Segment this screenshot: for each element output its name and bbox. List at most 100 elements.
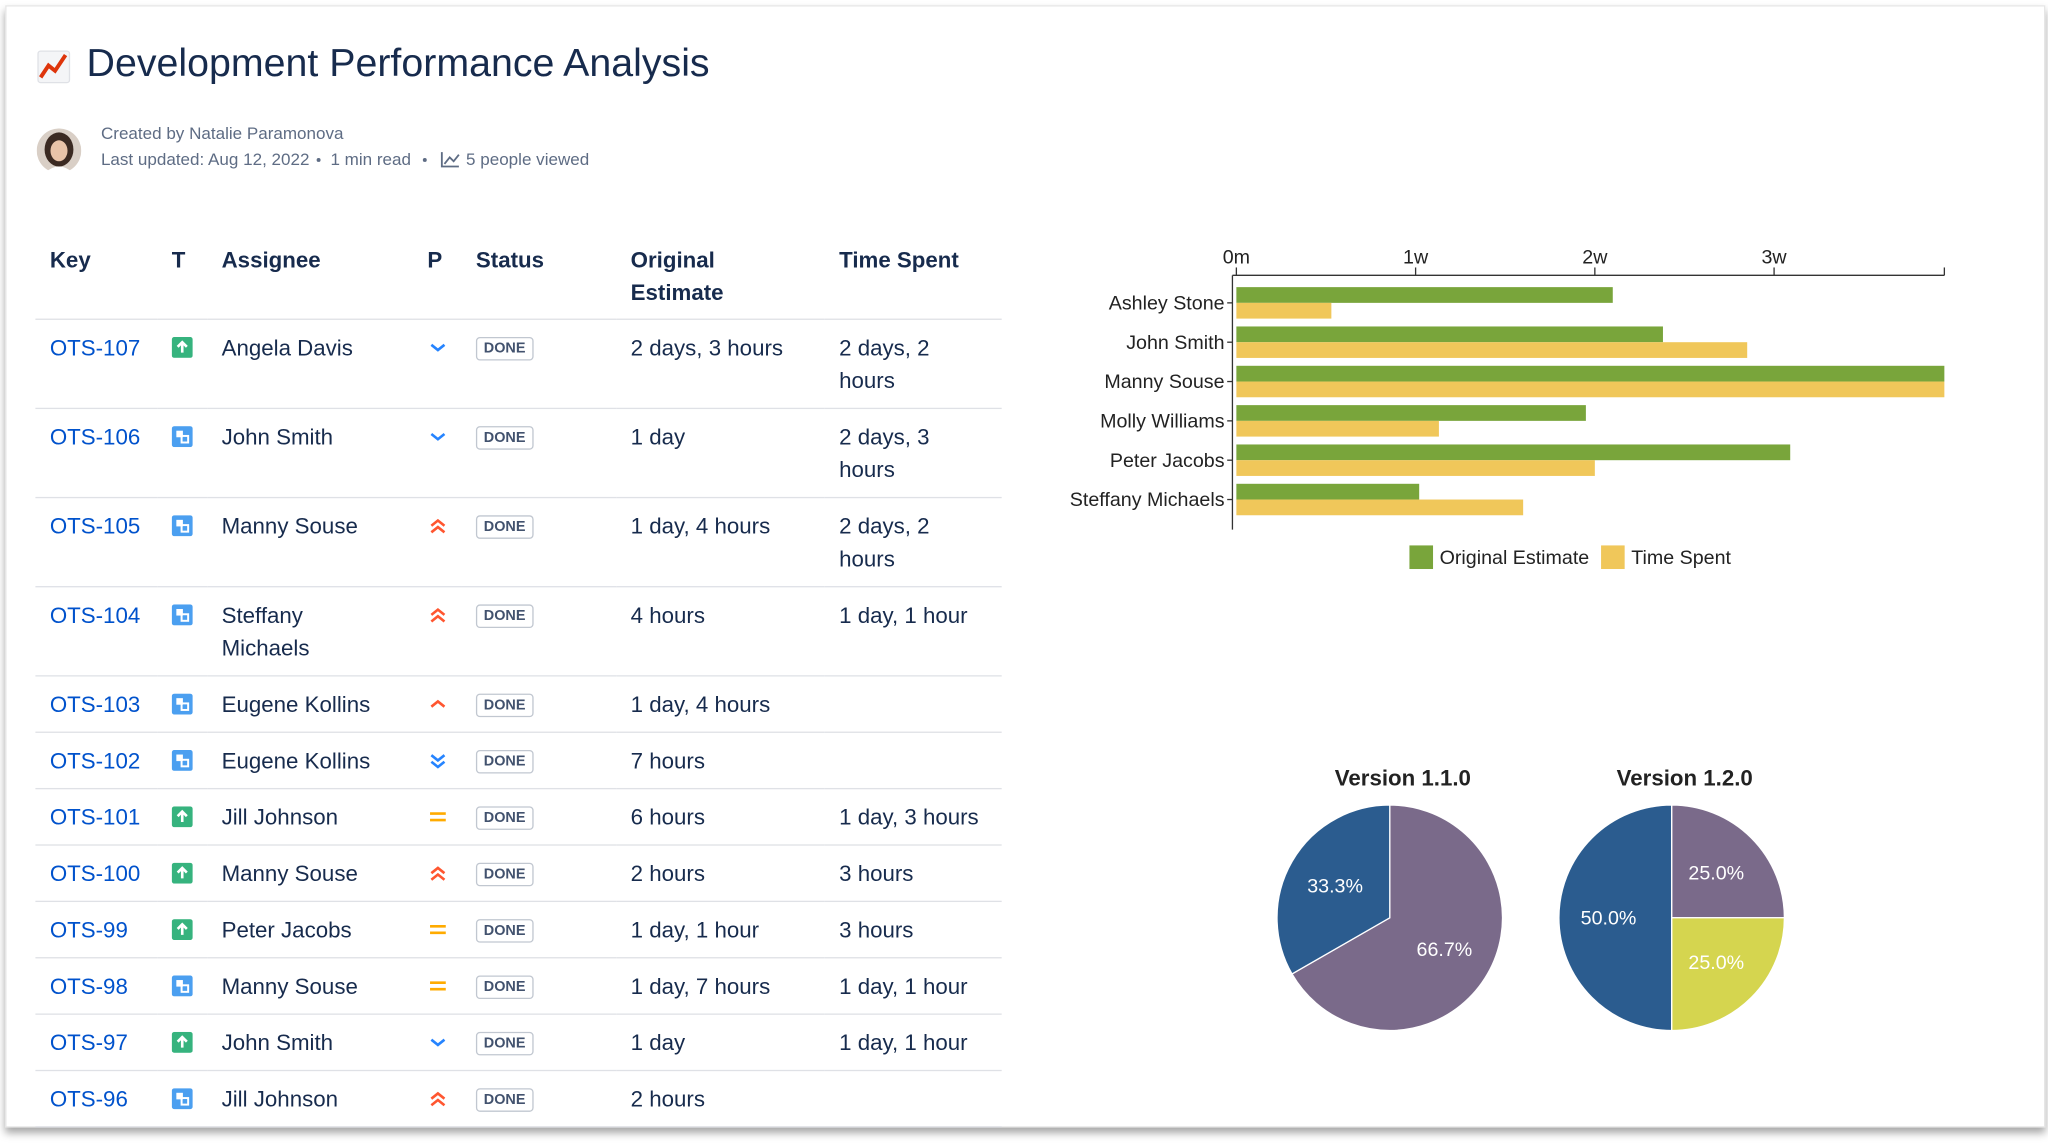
key-cell: OTS-96	[35, 1070, 158, 1128]
views-icon	[441, 151, 461, 167]
issue-key[interactable]: OTS-102	[49, 748, 141, 774]
bar	[1236, 287, 1613, 303]
y-tick-label: Ashley Stone	[1109, 292, 1225, 314]
original-estimate: 1 day	[616, 408, 825, 499]
time-spent: 1 day, 1 hour	[824, 586, 1002, 677]
original-estimate: 7 hours	[616, 732, 825, 790]
status-cell: DONE	[461, 845, 617, 903]
views[interactable]: 5 people viewed	[466, 149, 590, 170]
priority-icon	[430, 699, 446, 708]
bar	[1236, 405, 1586, 421]
priority-icon	[430, 343, 446, 352]
type-cell	[157, 901, 208, 959]
status-lozenge: DONE	[475, 1031, 534, 1056]
assignee: John Smith	[207, 1014, 413, 1072]
priority-icon	[430, 1038, 446, 1047]
status-lozenge: DONE	[475, 336, 534, 361]
status-cell: DONE	[461, 1014, 617, 1072]
time-spent: 2 days, 2 hours	[824, 319, 1002, 410]
status-lozenge: DONE	[475, 919, 534, 943]
y-tick-label: Molly Williams	[1100, 410, 1225, 432]
type-icon	[171, 806, 193, 828]
status-cell: DONE	[461, 957, 617, 1015]
assignee: Peter Jacobs	[207, 901, 413, 959]
table-row: OTS-106 John Smith DONE 1 day 2 days, 3 hour…	[35, 408, 1002, 499]
pie-title: Version 1.1.0	[1335, 765, 1471, 790]
status-lozenge: DONE	[475, 1088, 534, 1112]
pie-slice	[1291, 804, 1504, 1032]
original-estimate: 1 day, 4 hours	[616, 675, 825, 733]
issue-key[interactable]: OTS-100	[49, 861, 141, 887]
time-spent	[824, 732, 1002, 790]
assignee: Jill Johnson	[207, 788, 413, 846]
priority-cell	[412, 1070, 462, 1128]
column-header: Status	[461, 243, 617, 320]
type-cell	[157, 1070, 208, 1128]
avatar[interactable]	[36, 128, 82, 174]
column-header: P	[412, 243, 462, 320]
time-spent: 1 day, 3 hours	[824, 788, 1002, 846]
slice-label: 50.0%	[1581, 907, 1637, 929]
type-icon	[171, 604, 193, 626]
column-header: Original Estimate	[616, 243, 825, 320]
issue-key[interactable]: OTS-99	[49, 917, 128, 943]
y-tick-label: Peter Jacobs	[1110, 450, 1225, 472]
priority-icon	[430, 432, 446, 441]
key-cell: OTS-103	[35, 675, 158, 733]
status-lozenge: DONE	[475, 862, 534, 887]
priority-cell	[412, 788, 462, 846]
original-estimate: 2 hours	[616, 1070, 825, 1128]
type-cell	[157, 957, 208, 1015]
original-estimate: 4 hours	[616, 586, 825, 677]
type-icon	[171, 693, 193, 715]
bar	[1236, 444, 1791, 461]
bar	[1236, 483, 1420, 500]
status-lozenge: DONE	[475, 604, 534, 629]
type-icon	[171, 1031, 193, 1053]
original-estimate: 6 hours	[616, 788, 825, 846]
priority-cell	[412, 845, 462, 903]
issue-key[interactable]: OTS-97	[49, 1030, 128, 1056]
column-header: Time Spent	[824, 243, 1002, 320]
key-cell: OTS-99	[35, 901, 158, 959]
created-by: Created by Natalie Paramonova	[100, 123, 344, 143]
key-cell: OTS-97	[35, 1014, 158, 1072]
table-row: OTS-107 Angela Davis DONE 2 days, 3 hours 2 …	[35, 319, 1002, 410]
status-cell: DONE	[461, 408, 617, 499]
time-spent: 1 day, 1 hour	[824, 957, 1002, 1015]
original-estimate: 2 days, 3 hours	[616, 319, 825, 410]
status-lozenge: DONE	[475, 515, 534, 539]
page-title: Development Performance Analysis	[86, 41, 710, 86]
priority-icon	[430, 924, 446, 935]
issue-key[interactable]: OTS-104	[49, 603, 141, 629]
issue-key[interactable]: OTS-103	[49, 692, 141, 718]
table-body: OTS-107 Angela Davis DONE 2 days, 3 hours 2 …	[35, 319, 1002, 1128]
type-cell	[157, 1014, 208, 1072]
key-cell: OTS-107	[35, 319, 158, 410]
time-spent	[824, 675, 1002, 733]
title-icon	[37, 50, 71, 84]
priority-cell	[412, 408, 462, 499]
issue-table: Key T Assignee P Status Original Estimate Time…	[35, 243, 1002, 1128]
issue-key[interactable]: OTS-98	[49, 974, 128, 1000]
table-row: OTS-105 Manny Souse DONE 1 day, 4 hours 2 da…	[35, 497, 1002, 588]
pie-slice	[1670, 917, 1786, 1032]
slice-label: 25.0%	[1688, 952, 1744, 974]
last-updated: Last updated: Aug 12, 2022	[100, 149, 310, 170]
issue-key[interactable]: OTS-107	[49, 335, 141, 361]
x-tick-label: 1w	[1403, 247, 1429, 269]
issue-key[interactable]: OTS-105	[49, 513, 141, 539]
time-spent	[824, 1070, 1002, 1128]
issue-key[interactable]: OTS-106	[49, 424, 141, 450]
issue-key[interactable]: OTS-101	[49, 805, 141, 830]
bar	[1236, 499, 1524, 516]
pie-slice	[1276, 804, 1391, 975]
issue-key[interactable]: OTS-96	[49, 1086, 128, 1112]
priority-icon	[430, 866, 446, 881]
table-row: OTS-98 Manny Souse DONE 1 day, 7 hours 1 day…	[35, 957, 1002, 1015]
time-spent: 3 hours	[824, 901, 1002, 959]
status-cell: DONE	[461, 497, 617, 588]
bar	[1236, 365, 1945, 382]
bar	[1236, 381, 1945, 398]
